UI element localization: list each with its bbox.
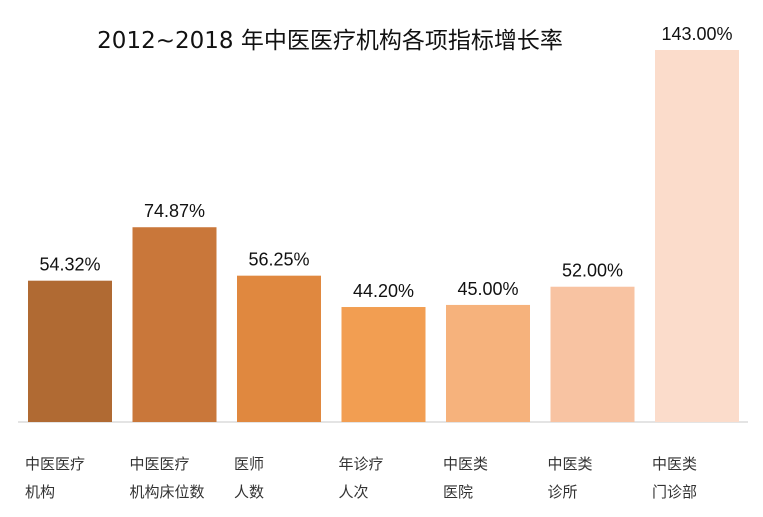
bar-1 bbox=[28, 280, 112, 422]
chart-title: 2012~2018 年中医医疗机构各项指标增长率 bbox=[97, 28, 563, 54]
bar-7 bbox=[655, 50, 739, 422]
category-label-4-line-1: 年诊疗 bbox=[339, 455, 384, 473]
bar-3 bbox=[237, 275, 321, 422]
category-label-3-line-1: 医师 bbox=[234, 455, 264, 473]
category-label-2-line-2: 机构床位数 bbox=[130, 483, 205, 501]
value-label-3: 56.25% bbox=[248, 250, 309, 270]
category-label-5-line-2: 医院 bbox=[443, 483, 473, 501]
value-label-4: 44.20% bbox=[353, 281, 414, 301]
value-label-5: 45.00% bbox=[457, 279, 518, 299]
category-label-7-line-1: 中医类 bbox=[652, 455, 697, 473]
category-label-6-line-2: 诊所 bbox=[548, 483, 578, 501]
bar-5 bbox=[446, 304, 530, 422]
category-label-4-line-2: 人次 bbox=[339, 483, 369, 501]
category-label-7-line-2: 门诊部 bbox=[652, 483, 697, 501]
value-label-2: 74.87% bbox=[144, 201, 205, 221]
value-label-6: 52.00% bbox=[562, 261, 623, 281]
category-label-6-line-1: 中医类 bbox=[548, 455, 593, 473]
bar-4 bbox=[341, 307, 426, 422]
bar-6 bbox=[550, 286, 635, 422]
bar-2 bbox=[132, 227, 217, 422]
category-label-1-line-2: 机构 bbox=[25, 483, 55, 501]
category-label-3-line-2: 人数 bbox=[234, 483, 264, 501]
category-label-5-line-1: 中医类 bbox=[443, 455, 488, 473]
value-label-1: 54.32% bbox=[39, 255, 100, 275]
category-label-1-line-1: 中医医疗 bbox=[25, 455, 85, 473]
category-label-2-line-1: 中医医疗 bbox=[130, 455, 190, 473]
value-label-7: 143.00% bbox=[661, 24, 732, 44]
